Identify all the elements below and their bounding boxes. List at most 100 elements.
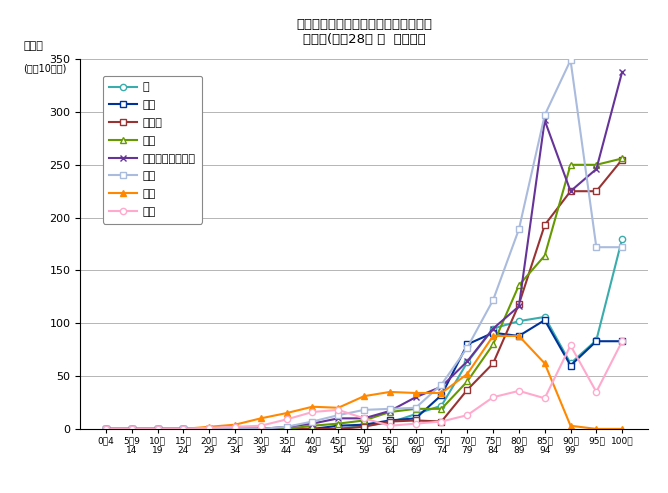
肝臓 (128, 426, 136, 432)
膵臓 (566, 162, 574, 168)
胆のう (360, 424, 368, 430)
気管・気管支・肺 (386, 408, 394, 414)
膵臓 (257, 426, 265, 432)
子宮 (180, 426, 188, 432)
胃 (515, 318, 523, 324)
Text: (人口10万対): (人口10万対) (23, 63, 67, 73)
大腸 (154, 426, 162, 432)
大腸 (489, 297, 497, 303)
乳房 (593, 426, 601, 432)
胃 (334, 426, 342, 432)
子宮 (386, 423, 394, 429)
胆のう (386, 419, 394, 424)
気管・気管支・肺 (180, 426, 188, 432)
気管・気管支・肺 (334, 416, 342, 422)
胆のう (128, 426, 136, 432)
膵臓 (593, 162, 601, 168)
膵臓 (334, 421, 342, 426)
Line: 胃: 胃 (103, 236, 625, 432)
乳房 (231, 422, 239, 427)
胃 (464, 359, 472, 365)
膵臓 (154, 426, 162, 432)
Line: 子宮: 子宮 (103, 338, 625, 432)
胃 (283, 426, 291, 432)
子宮 (154, 426, 162, 432)
大腸 (438, 382, 446, 387)
胆のう (257, 426, 265, 432)
気管・気管支・肺 (411, 394, 420, 400)
肝臓 (180, 426, 188, 432)
乳房 (205, 424, 213, 430)
胃 (102, 426, 110, 432)
胃 (593, 337, 601, 343)
胆のう (464, 387, 472, 393)
乳房 (283, 410, 291, 416)
子宮 (618, 338, 626, 344)
膵臓 (411, 406, 420, 412)
子宮 (334, 407, 342, 413)
胆のう (231, 426, 239, 432)
子宮 (283, 417, 291, 423)
子宮 (231, 424, 239, 430)
肝臓 (283, 426, 291, 432)
胆のう (102, 426, 110, 432)
大腸 (593, 244, 601, 250)
大腸 (540, 112, 548, 118)
胃 (489, 325, 497, 331)
気管・気管支・肺 (464, 358, 472, 364)
乳房 (309, 404, 317, 410)
気管・気管支・肺 (205, 426, 213, 432)
大腸 (102, 426, 110, 432)
大腸 (205, 426, 213, 432)
気管・気管支・肺 (438, 384, 446, 389)
胃 (180, 426, 188, 432)
膵臓 (464, 379, 472, 385)
乳房 (464, 371, 472, 377)
膵臓 (231, 426, 239, 432)
胆のう (618, 157, 626, 163)
大腸 (386, 406, 394, 412)
大腸 (257, 426, 265, 432)
肝臓 (593, 338, 601, 344)
膵臓 (360, 418, 368, 423)
乳房 (618, 426, 626, 432)
胆のう (515, 301, 523, 307)
胆のう (540, 222, 548, 228)
大腸 (411, 405, 420, 411)
肝臓 (386, 418, 394, 423)
大腸 (231, 426, 239, 432)
胆のう (309, 426, 317, 432)
気管・気管支・肺 (566, 188, 574, 194)
膵臓 (283, 426, 291, 432)
気管・気管支・肺 (360, 416, 368, 422)
気管・気管支・肺 (128, 426, 136, 432)
肝臓 (334, 423, 342, 429)
子宮 (102, 426, 110, 432)
膵臓 (180, 426, 188, 432)
肝臓 (360, 422, 368, 427)
子宮 (464, 412, 472, 418)
乳房 (386, 389, 394, 395)
胃 (309, 426, 317, 432)
気管・気管支・肺 (593, 166, 601, 172)
子宮 (411, 421, 420, 426)
気管・気管支・肺 (309, 421, 317, 426)
乳房 (154, 426, 162, 432)
大腸 (334, 412, 342, 418)
乳房 (334, 405, 342, 411)
Legend: 胃, 肝臓, 胆のう, 膵臓, 気管・気管支・肺, 大腸, 乳房, 子宮: 胃, 肝臓, 胆のう, 膵臓, 気管・気管支・肺, 大腸, 乳房, 子宮 (103, 76, 202, 224)
Line: 肝臓: 肝臓 (103, 317, 625, 432)
肝臓 (257, 426, 265, 432)
乳房 (566, 423, 574, 429)
Line: 気管・気管支・肺: 気管・気管支・肺 (103, 69, 625, 432)
大腸 (464, 345, 472, 351)
膵臓 (618, 155, 626, 161)
膵臓 (489, 342, 497, 348)
子宮 (489, 394, 497, 400)
肝臓 (489, 330, 497, 336)
大腸 (283, 424, 291, 430)
大腸 (309, 419, 317, 424)
乳房 (128, 426, 136, 432)
肝臓 (205, 426, 213, 432)
子宮 (257, 423, 265, 429)
